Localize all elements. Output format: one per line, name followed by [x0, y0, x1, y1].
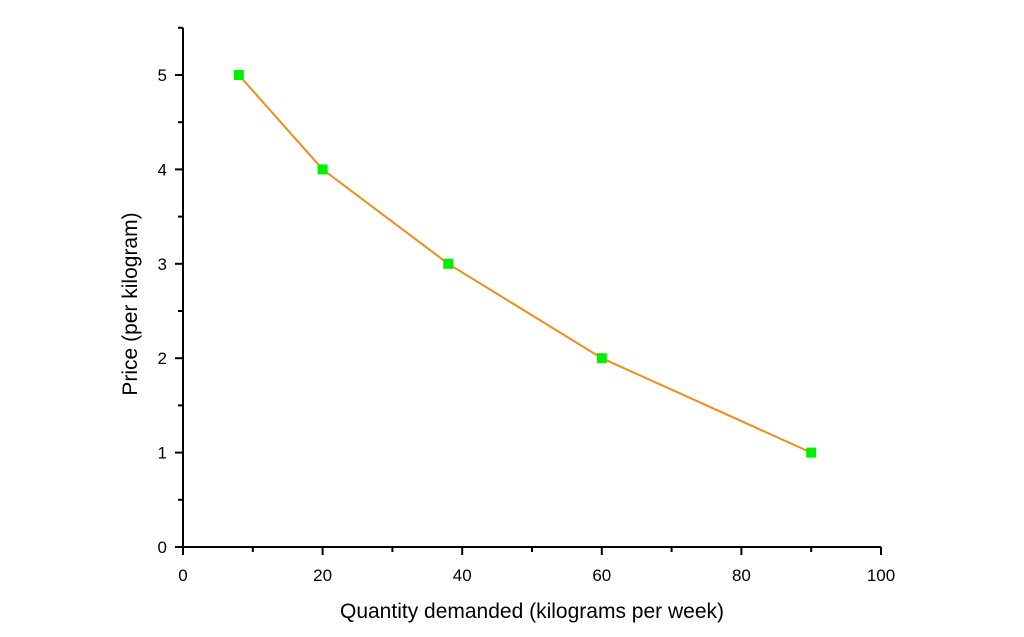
- x-tick-label: 100: [867, 566, 895, 585]
- y-tick-label: 0: [158, 538, 167, 557]
- x-axis-label: Quantity demanded (kilograms per week): [340, 600, 724, 623]
- x-tick-label: 0: [178, 566, 187, 585]
- series-demand: [233, 70, 817, 458]
- y-tick-label: 3: [158, 255, 167, 274]
- data-point: [596, 353, 607, 364]
- data-point: [317, 164, 328, 175]
- y-tick-label: 4: [158, 160, 167, 179]
- data-point: [806, 447, 817, 458]
- axes: 0 20 40 60 80 100 0 1 2 3 4 5: [158, 26, 895, 585]
- data-point: [443, 258, 454, 269]
- series-line: [238, 74, 812, 454]
- data-point: [233, 70, 244, 80]
- y-tick-label: 2: [158, 349, 167, 368]
- x-tick-label: 80: [732, 566, 751, 585]
- y-tick-label: 1: [158, 444, 167, 463]
- y-axis-label: Price (per kilogram): [119, 212, 142, 395]
- y-tick-label: 5: [158, 66, 167, 85]
- x-tick-label: 40: [453, 566, 472, 585]
- x-tick-label: 20: [313, 566, 332, 585]
- x-tick-label: 60: [592, 566, 611, 585]
